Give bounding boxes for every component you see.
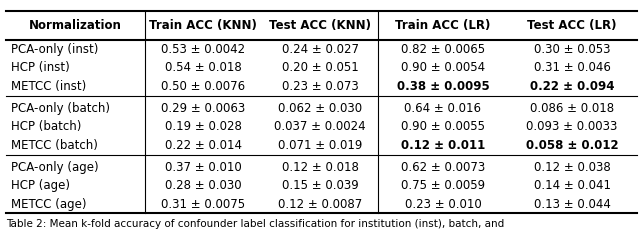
Text: Test ACC (KNN): Test ACC (KNN): [269, 19, 371, 32]
Text: 0.22 ± 0.094: 0.22 ± 0.094: [530, 80, 614, 93]
Text: 0.058 ± 0.012: 0.058 ± 0.012: [526, 139, 618, 152]
Text: 0.12 ± 0.0087: 0.12 ± 0.0087: [278, 198, 362, 211]
Text: Test ACC (LR): Test ACC (LR): [527, 19, 617, 32]
Text: 0.37 ± 0.010: 0.37 ± 0.010: [165, 161, 242, 174]
Text: 0.54 ± 0.018: 0.54 ± 0.018: [165, 62, 242, 74]
Text: 0.50 ± 0.0076: 0.50 ± 0.0076: [161, 80, 246, 93]
Text: METCC (batch): METCC (batch): [12, 139, 99, 152]
Text: 0.14 ± 0.041: 0.14 ± 0.041: [534, 180, 611, 192]
Text: 0.38 ± 0.0095: 0.38 ± 0.0095: [397, 80, 490, 93]
Text: 0.12 ± 0.038: 0.12 ± 0.038: [534, 161, 611, 174]
Text: METCC (inst): METCC (inst): [12, 80, 86, 93]
Text: 0.23 ± 0.073: 0.23 ± 0.073: [282, 80, 358, 93]
Text: 0.28 ± 0.030: 0.28 ± 0.030: [165, 180, 242, 192]
Text: PCA-only (age): PCA-only (age): [12, 161, 99, 174]
Text: 0.22 ± 0.014: 0.22 ± 0.014: [165, 139, 242, 152]
Text: 0.30 ± 0.053: 0.30 ± 0.053: [534, 43, 611, 56]
Text: 0.12 ± 0.018: 0.12 ± 0.018: [282, 161, 358, 174]
Text: 0.31 ± 0.0075: 0.31 ± 0.0075: [161, 198, 246, 211]
Text: 0.086 ± 0.018: 0.086 ± 0.018: [530, 102, 614, 115]
Text: 0.90 ± 0.0054: 0.90 ± 0.0054: [401, 62, 485, 74]
Text: 0.53 ± 0.0042: 0.53 ± 0.0042: [161, 43, 246, 56]
Text: HCP (inst): HCP (inst): [12, 62, 70, 74]
Text: METCC (age): METCC (age): [12, 198, 87, 211]
Text: 0.75 ± 0.0059: 0.75 ± 0.0059: [401, 180, 485, 192]
Text: 0.037 ± 0.0024: 0.037 ± 0.0024: [274, 121, 366, 133]
Text: PCA-only (batch): PCA-only (batch): [12, 102, 111, 115]
Text: 0.062 ± 0.030: 0.062 ± 0.030: [278, 102, 362, 115]
Text: 0.071 ± 0.019: 0.071 ± 0.019: [278, 139, 362, 152]
Text: 0.19 ± 0.028: 0.19 ± 0.028: [165, 121, 242, 133]
Text: 0.29 ± 0.0063: 0.29 ± 0.0063: [161, 102, 246, 115]
Text: 0.15 ± 0.039: 0.15 ± 0.039: [282, 180, 358, 192]
Text: HCP (batch): HCP (batch): [12, 121, 82, 133]
Text: 0.62 ± 0.0073: 0.62 ± 0.0073: [401, 161, 485, 174]
Text: 0.13 ± 0.044: 0.13 ± 0.044: [534, 198, 611, 211]
Text: 0.12 ± 0.011: 0.12 ± 0.011: [401, 139, 485, 152]
Text: 0.82 ± 0.0065: 0.82 ± 0.0065: [401, 43, 485, 56]
Text: 0.20 ± 0.051: 0.20 ± 0.051: [282, 62, 358, 74]
Text: PCA-only (inst): PCA-only (inst): [12, 43, 99, 56]
Text: Train ACC (LR): Train ACC (LR): [396, 19, 491, 32]
Text: 0.64 ± 0.016: 0.64 ± 0.016: [404, 102, 481, 115]
Text: HCP (age): HCP (age): [12, 180, 70, 192]
Text: Table 2: Mean k-fold accuracy of confounder label classification for institution: Table 2: Mean k-fold accuracy of confoun…: [6, 219, 505, 229]
Text: Train ACC (KNN): Train ACC (KNN): [150, 19, 257, 32]
Text: Normalization: Normalization: [29, 19, 122, 32]
Text: 0.093 ± 0.0033: 0.093 ± 0.0033: [527, 121, 618, 133]
Text: 0.23 ± 0.010: 0.23 ± 0.010: [404, 198, 481, 211]
Text: 0.90 ± 0.0055: 0.90 ± 0.0055: [401, 121, 485, 133]
Text: 0.31 ± 0.046: 0.31 ± 0.046: [534, 62, 611, 74]
Text: 0.24 ± 0.027: 0.24 ± 0.027: [282, 43, 358, 56]
